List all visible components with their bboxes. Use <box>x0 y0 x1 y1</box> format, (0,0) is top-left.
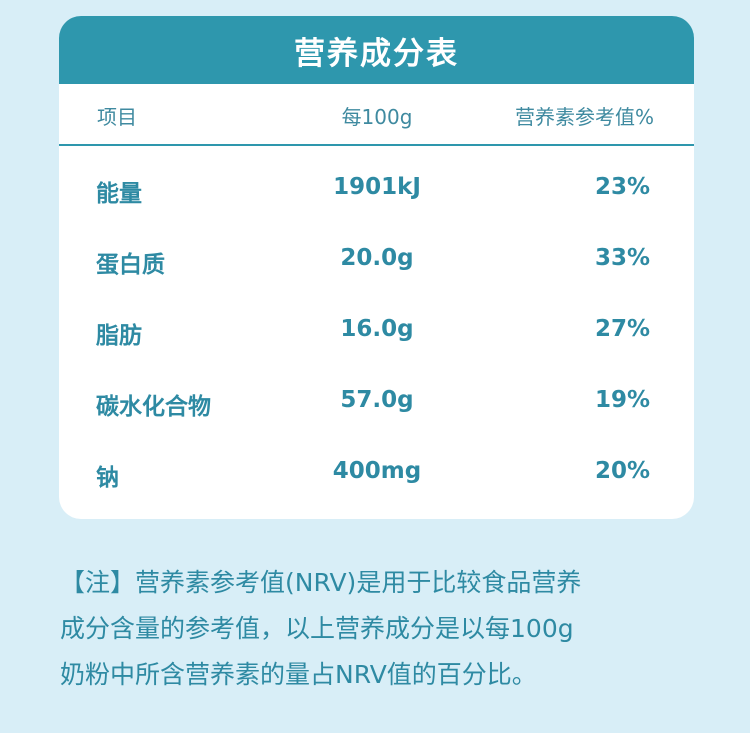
footnote: 【注】营养素参考值(NRV)是用于比较食品营养 成分含量的参考值，以上营养成分是… <box>60 560 700 698</box>
table-row: 蛋白质 20.0g 33% <box>59 225 694 296</box>
header-item: 项目 <box>97 105 137 129</box>
header-nrv: 营养素参考值% <box>514 105 654 129</box>
footnote-line: 成分含量的参考值，以上营养成分是以每100g <box>60 614 574 643</box>
row-per-100g: 1901kJ <box>333 174 421 200</box>
row-name: 钠 <box>96 465 119 491</box>
table-row: 碳水化合物 57.0g 19% <box>59 367 694 438</box>
row-per-100g: 20.0g <box>340 245 414 271</box>
table-row: 脂肪 16.0g 27% <box>59 296 694 367</box>
row-name: 脂肪 <box>96 323 142 349</box>
table-title: 营养成分表 <box>59 16 694 84</box>
row-nrv: 33% <box>594 245 650 271</box>
table-row: 能量 1901kJ 23% <box>59 154 694 225</box>
row-per-100g: 400mg <box>332 458 422 484</box>
row-name: 能量 <box>96 181 142 207</box>
nutrition-card: 营养成分表 项目 每100g 营养素参考值% 能量 1901kJ 23% 蛋白质… <box>59 16 694 519</box>
row-per-100g: 57.0g <box>340 387 414 413</box>
row-nrv: 19% <box>594 387 650 413</box>
row-nrv: 27% <box>594 316 650 342</box>
row-name: 碳水化合物 <box>96 394 211 420</box>
row-nrv: 23% <box>594 174 650 200</box>
row-per-100g: 16.0g <box>340 316 414 342</box>
row-name: 蛋白质 <box>96 252 165 278</box>
row-nrv: 20% <box>594 458 650 484</box>
table-row: 钠 400mg 20% <box>59 438 694 509</box>
footnote-line: 奶粉中所含营养素的量占NRV值的百分比。 <box>60 660 537 689</box>
table-body: 能量 1901kJ 23% 蛋白质 20.0g 33% 脂肪 16.0g 27%… <box>59 146 694 509</box>
table-header: 项目 每100g 营养素参考值% <box>59 84 694 146</box>
header-per-100g: 每100g <box>341 105 413 129</box>
footnote-line: 【注】营养素参考值(NRV)是用于比较食品营养 <box>60 568 582 597</box>
